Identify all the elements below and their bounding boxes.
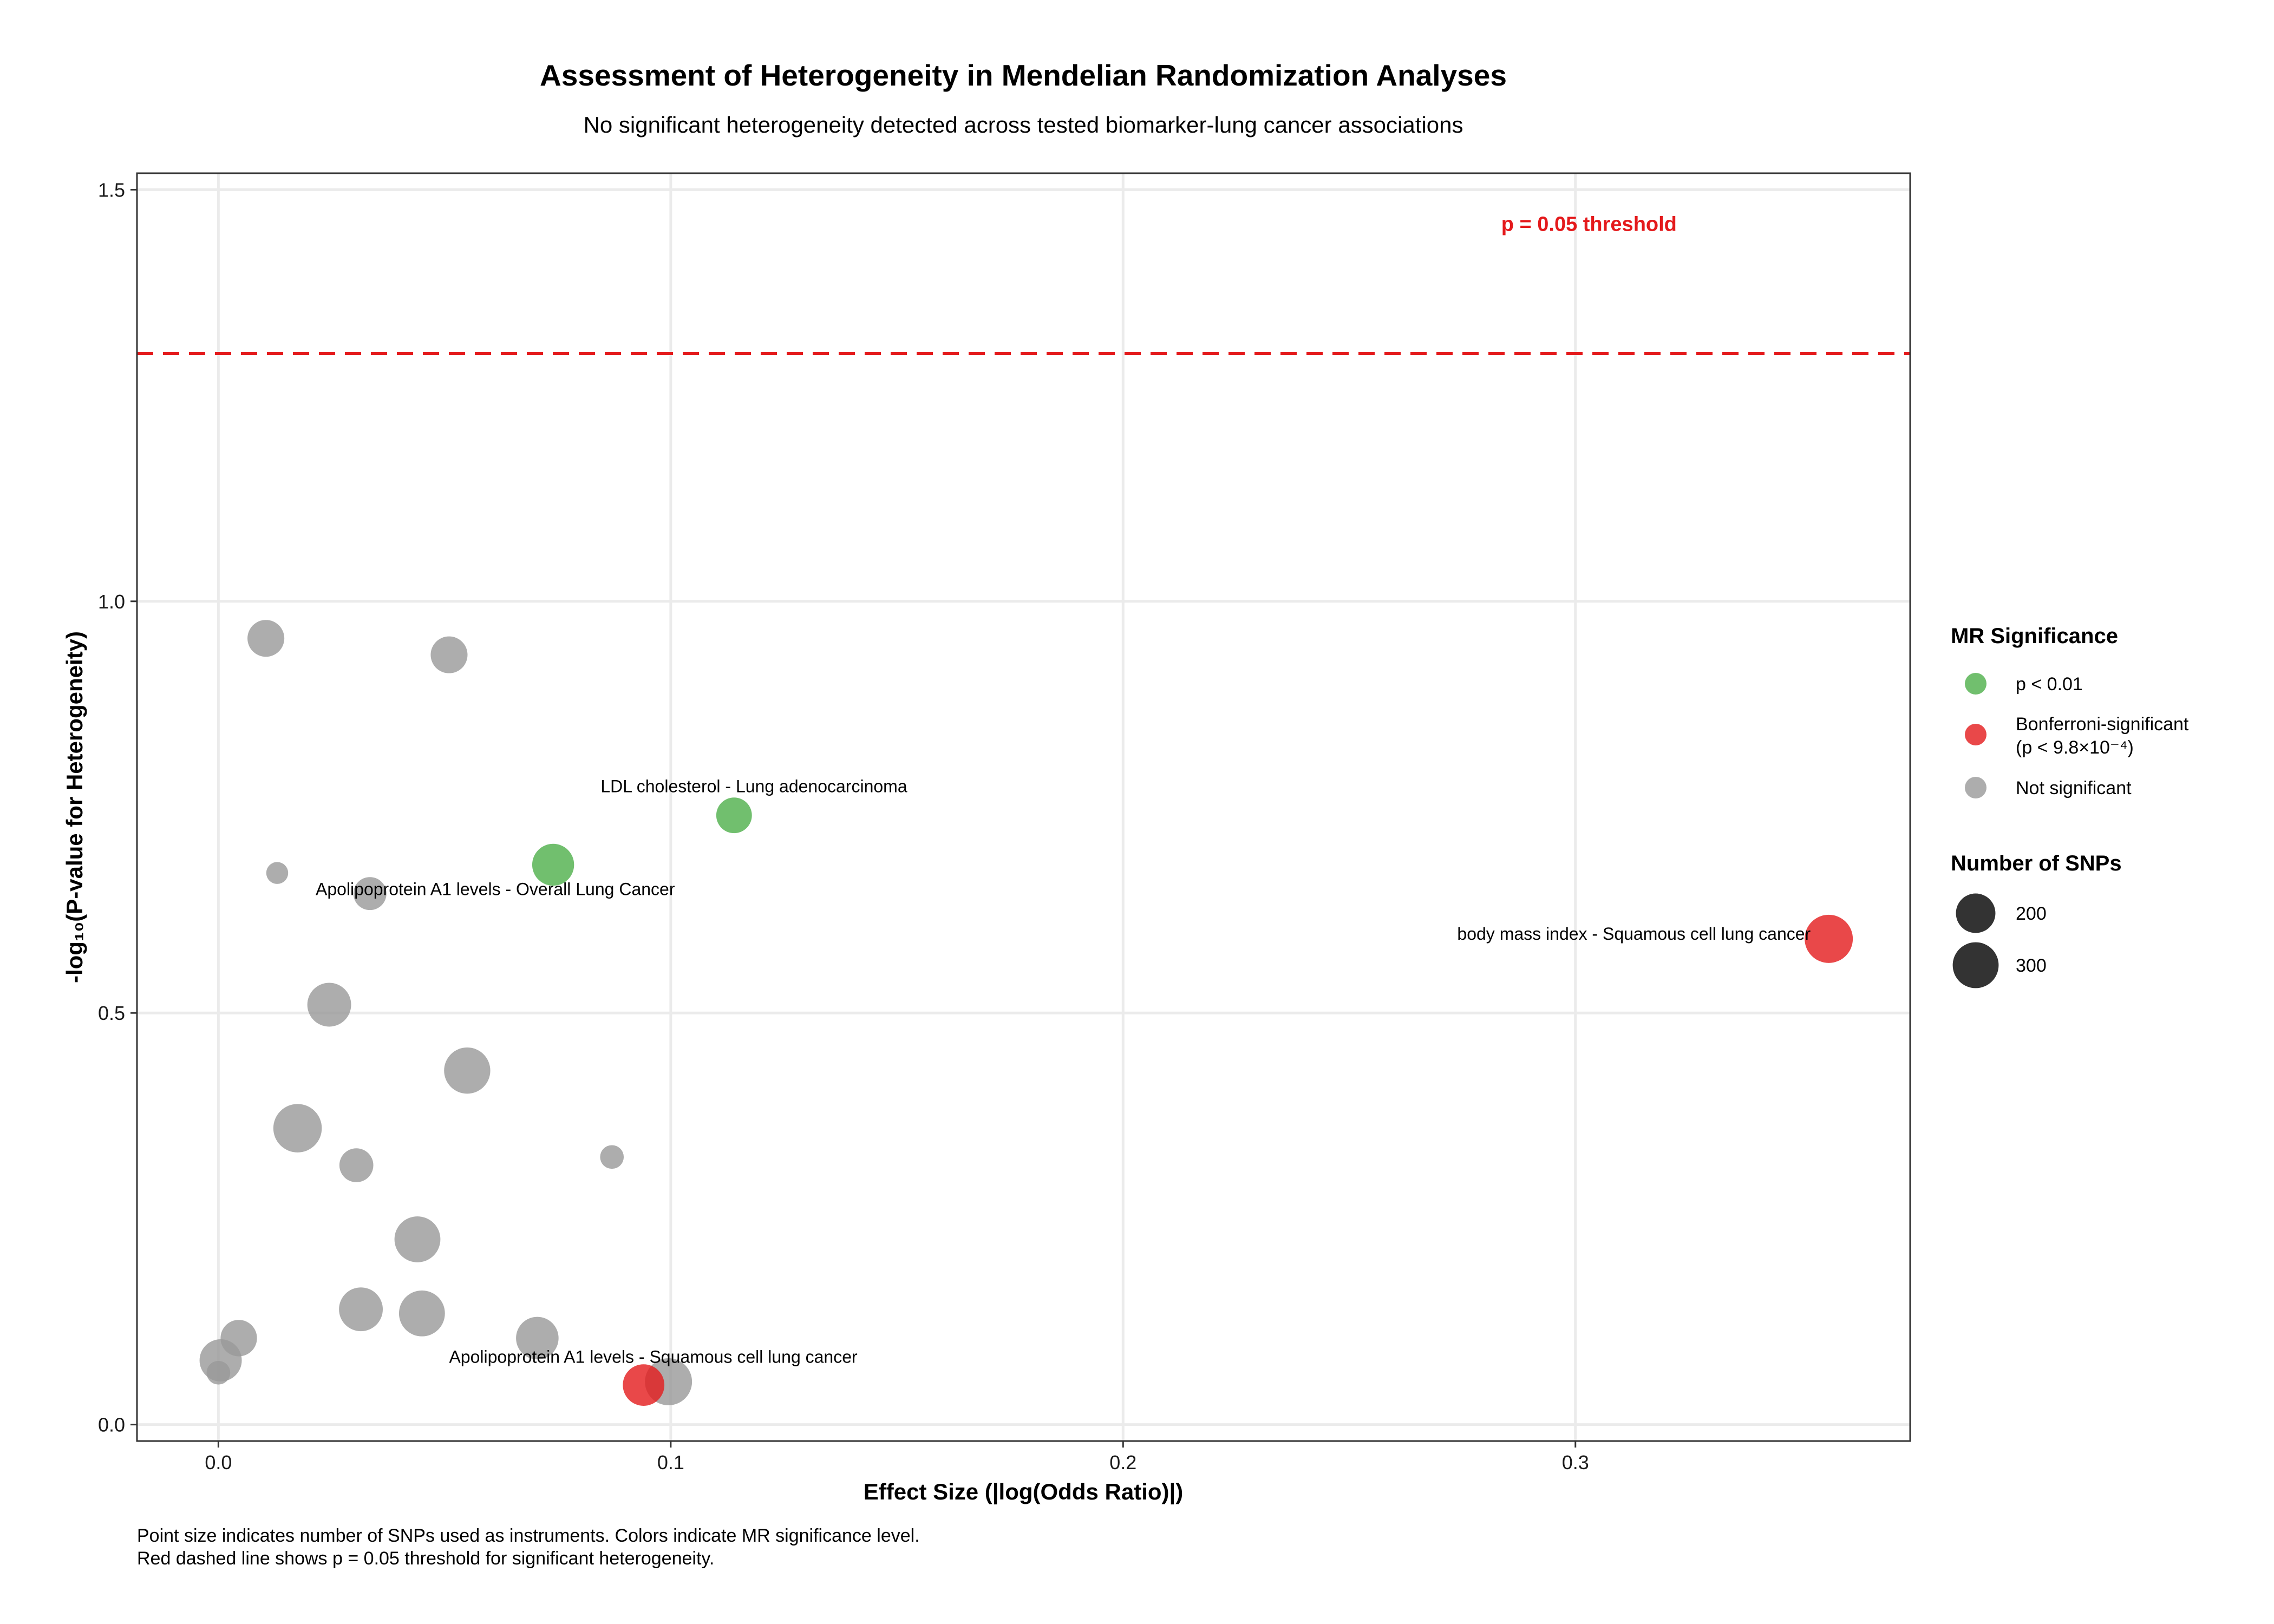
data-points [199, 620, 1853, 1406]
plot-panel-border [136, 172, 1911, 1442]
legend-color-key [1965, 673, 1987, 695]
legend: MR Significance Number of SNPs p < 0.01 B… [1951, 624, 2189, 988]
data-point [398, 1290, 445, 1337]
legend-size-label: 200 [2016, 903, 2047, 924]
data-point [273, 1104, 322, 1152]
y-axis-title: -log₁₀(P-value for Heterogeneity) [62, 631, 87, 983]
legend-color-key [1965, 724, 1987, 745]
legend-size-key [1956, 893, 1996, 933]
data-point [444, 1047, 491, 1094]
data-point [430, 636, 468, 673]
caption-line-1: Point size indicates number of SNPs used… [137, 1525, 920, 1546]
legend-color-label: p < 0.01 [2016, 674, 2083, 695]
x-tick-label: 0.2 [1109, 1451, 1136, 1474]
y-tick-label: 1.0 [98, 591, 125, 613]
axes: 0.0 0.1 0.2 0.3 0.0 0.5 1.0 1.5 [98, 179, 1589, 1474]
threshold-label: p = 0.05 threshold [1501, 213, 1677, 235]
point-annotation: body mass index - Squamous cell lung can… [1457, 924, 1811, 944]
data-point [600, 1145, 624, 1169]
point-annotation: LDL cholesterol - Lung adenocarcinoma [600, 777, 907, 796]
x-tick-label: 0.1 [657, 1451, 684, 1474]
caption-line-2: Red dashed line shows p = 0.05 threshold… [137, 1548, 714, 1569]
y-tick-label: 1.5 [98, 179, 125, 201]
legend-size-label: 300 [2016, 955, 2047, 976]
data-point [307, 983, 351, 1027]
y-tick-label: 0.5 [98, 1002, 125, 1024]
data-point [247, 620, 285, 657]
data-point [716, 797, 752, 834]
legend-color-key [1965, 777, 1987, 798]
data-point [1805, 914, 1853, 963]
data-point [339, 1148, 374, 1182]
data-point [266, 862, 289, 884]
point-annotation: Apolipoprotein A1 levels - Squamous cell… [449, 1347, 858, 1367]
annotations: LDL cholesterol - Lung adenocarcinoma Apo… [316, 777, 1811, 1367]
data-point [206, 1360, 231, 1385]
threshold-line-group: p = 0.05 threshold [137, 213, 1910, 356]
data-point [353, 877, 387, 911]
data-point [339, 1287, 383, 1332]
legend-color-label: Bonferroni-significant [2016, 714, 2189, 735]
data-point [220, 1320, 257, 1357]
x-tick-label: 0.3 [1562, 1451, 1589, 1474]
chart-subtitle: No significant heterogeneity detected ac… [584, 112, 1463, 137]
data-point [623, 1364, 665, 1406]
data-point [516, 1317, 559, 1360]
data-point [532, 843, 574, 886]
legend-color-title: MR Significance [1951, 624, 2118, 648]
legend-size-key [1952, 942, 1999, 988]
chart-title: Assessment of Heterogeneity in Mendelian… [540, 58, 1507, 92]
data-point [394, 1216, 441, 1262]
grid [137, 173, 1910, 1441]
legend-color-label-2: (p < 9.8×10⁻⁴) [2016, 737, 2134, 758]
x-tick-label: 0.0 [205, 1451, 232, 1474]
x-axis-title: Effect Size (|log(Odds Ratio)|) [864, 1479, 1184, 1505]
legend-size-title: Number of SNPs [1951, 852, 2122, 875]
y-tick-label: 0.0 [98, 1414, 125, 1436]
point-annotation: Apolipoprotein A1 levels - Overall Lung … [316, 880, 675, 899]
legend-color-label: Not significant [2016, 778, 2132, 798]
